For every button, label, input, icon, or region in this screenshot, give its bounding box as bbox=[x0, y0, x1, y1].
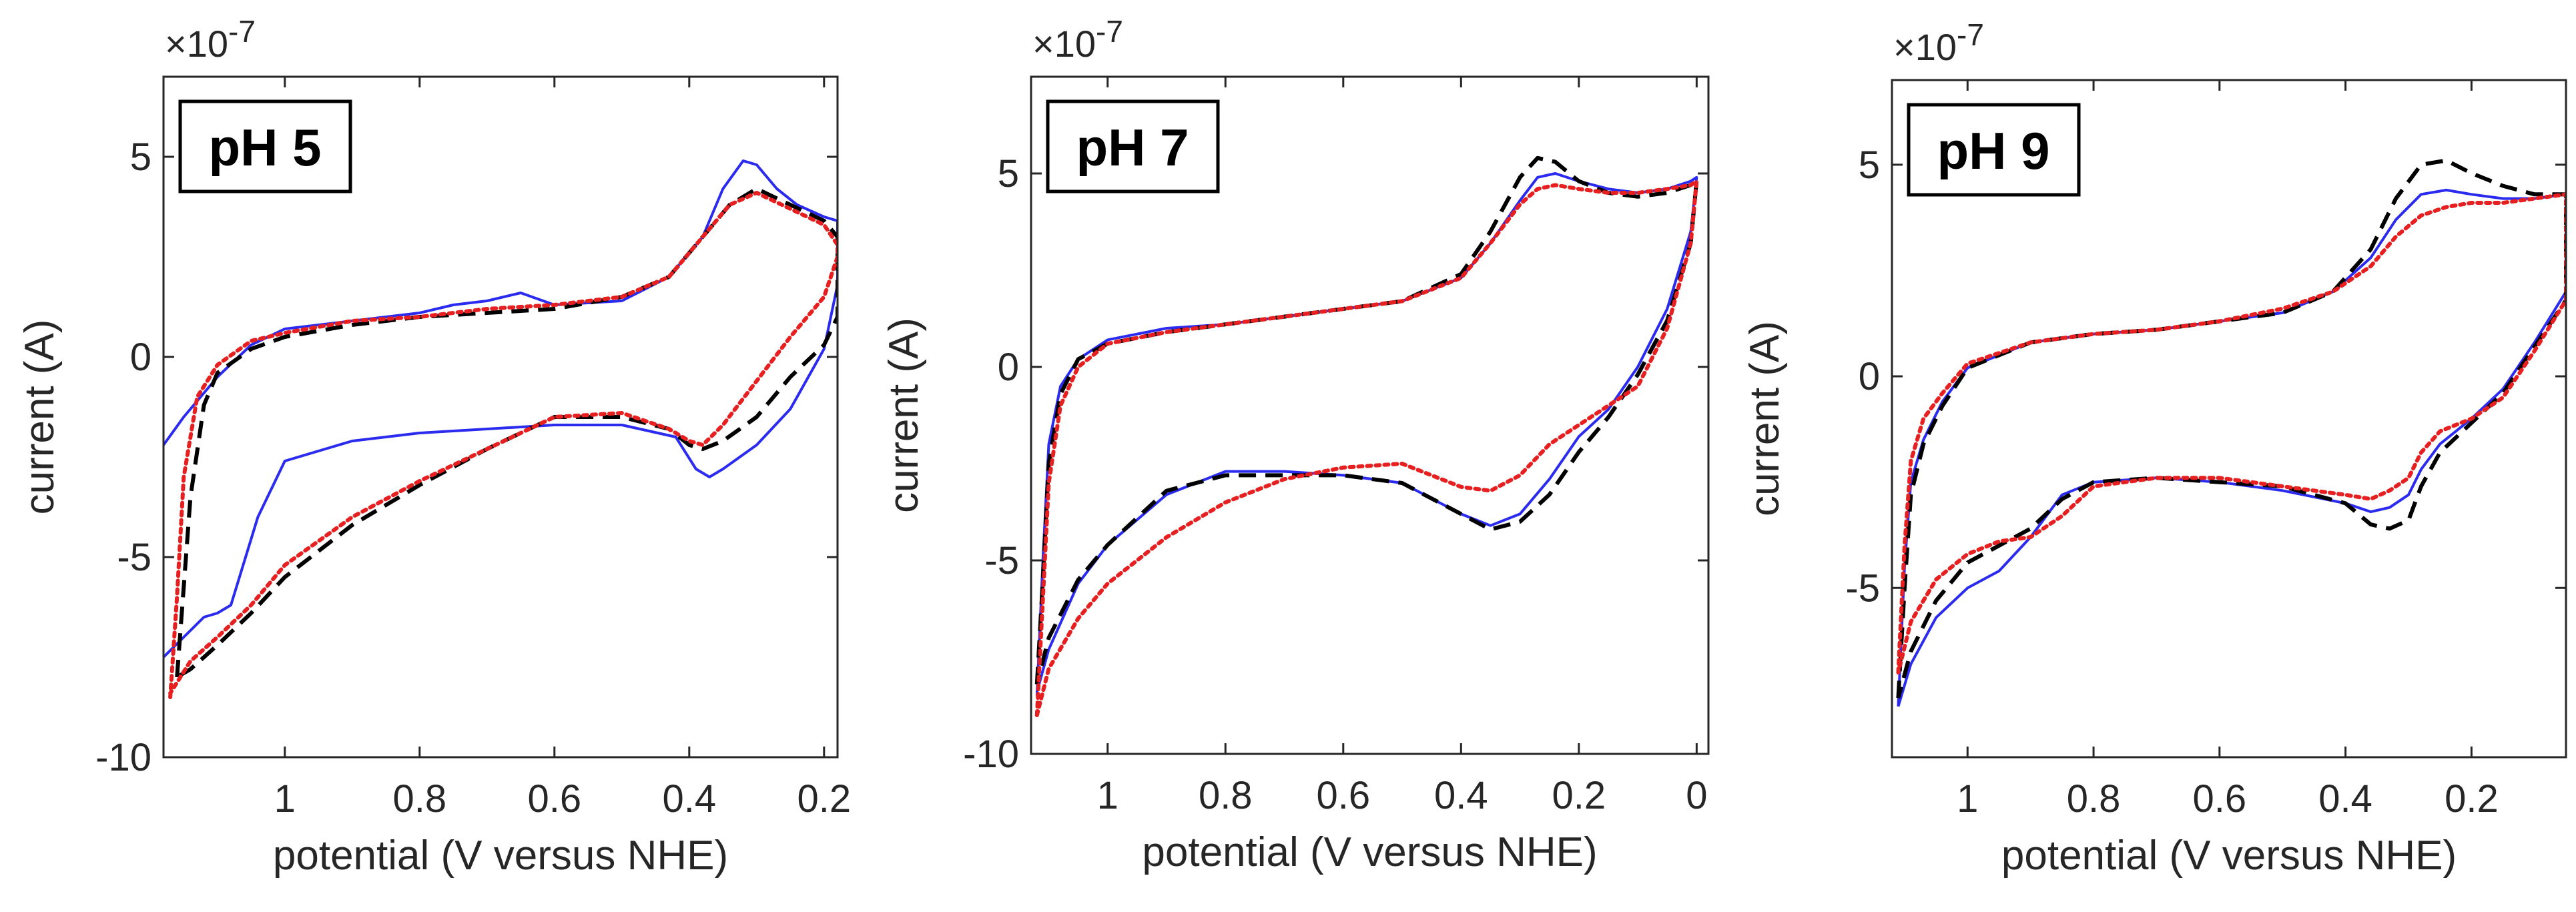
series-line-dashed bbox=[1034, 155, 1699, 685]
y-axis-label: current (A) bbox=[17, 320, 63, 515]
series-group bbox=[1034, 155, 1699, 717]
series-line-dashed bbox=[175, 187, 838, 679]
series-group bbox=[1896, 158, 2566, 707]
x-tick-label: 0.8 bbox=[1199, 774, 1253, 817]
y-tick-label: 0 bbox=[998, 346, 1019, 389]
series-group bbox=[164, 159, 838, 699]
x-tick-label: 0 bbox=[1686, 774, 1707, 817]
x-tick-label: 0.2 bbox=[1552, 774, 1606, 817]
y-tick-label: 0 bbox=[130, 336, 151, 379]
axes-box bbox=[162, 75, 839, 759]
x-axis-label: potential (V versus NHE) bbox=[2001, 833, 2457, 879]
x-tick-label: 0.8 bbox=[2067, 777, 2121, 821]
y-axis-label: current (A) bbox=[881, 318, 927, 513]
series-line-dotted bbox=[1896, 192, 2566, 675]
x-tick-label: 0.8 bbox=[392, 777, 446, 821]
x-tick-label: 0.4 bbox=[2318, 777, 2372, 821]
x-tick-label: 0.6 bbox=[1316, 774, 1370, 817]
ph-annotation-box bbox=[1046, 99, 1220, 193]
x-axis-label: potential (V versus NHE) bbox=[1142, 829, 1597, 875]
x-axis-label: potential (V versus NHE) bbox=[273, 833, 728, 879]
x-tick-label: 1 bbox=[1097, 774, 1118, 817]
series-line-solid bbox=[164, 159, 838, 658]
y-tick-label: -5 bbox=[1845, 566, 1880, 610]
axes-box bbox=[1030, 75, 1710, 755]
y-tick-label: 5 bbox=[130, 135, 151, 179]
y-tick-label: -10 bbox=[95, 736, 151, 779]
ph-annotation-label: pH 7 bbox=[1076, 118, 1189, 177]
y-tick-label: 5 bbox=[1859, 143, 1880, 187]
ph-annotation-label: pH 5 bbox=[208, 118, 321, 177]
y-tick-label: -5 bbox=[984, 539, 1019, 582]
x-tick-label: 0.2 bbox=[2445, 777, 2499, 821]
x-tick-label: 0.6 bbox=[2193, 777, 2247, 821]
x-tick-label: 0.6 bbox=[527, 777, 581, 821]
x-tick-label: 0.2 bbox=[797, 777, 851, 821]
y-exponent-power: -7 bbox=[1096, 14, 1123, 49]
x-tick-label: 0.4 bbox=[1434, 774, 1488, 817]
x-tick-label: 1 bbox=[1957, 777, 1978, 821]
axes-box bbox=[1891, 79, 2567, 759]
y-tick-label: -5 bbox=[117, 536, 151, 579]
x-tick-label: 1 bbox=[274, 777, 296, 821]
y-exponent-power: -7 bbox=[228, 14, 256, 49]
series-line-dotted bbox=[1034, 179, 1699, 717]
y-tick-label: 0 bbox=[1859, 355, 1880, 398]
ph-annotation-box bbox=[178, 99, 352, 193]
series-line-dotted bbox=[168, 191, 838, 699]
y-exponent-power: -7 bbox=[1957, 17, 1984, 52]
y-tick-label: -10 bbox=[963, 733, 1019, 776]
ph-annotation-label: pH 9 bbox=[1937, 121, 2049, 180]
y-axis-label: current (A) bbox=[1742, 321, 1788, 516]
y-tick-label: 5 bbox=[998, 152, 1019, 195]
ph-annotation-box bbox=[1907, 103, 2081, 197]
x-tick-label: 0.4 bbox=[662, 777, 716, 821]
